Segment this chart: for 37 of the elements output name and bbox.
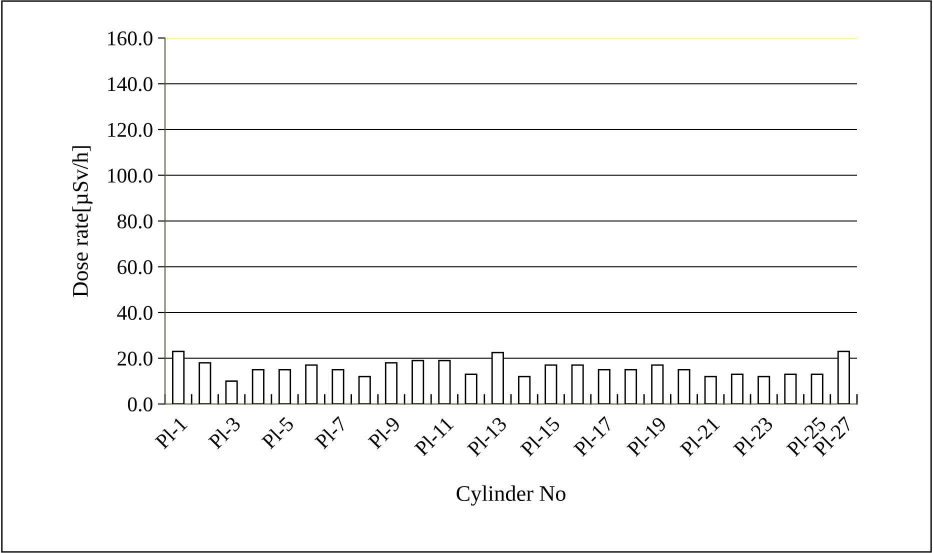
bar xyxy=(571,364,584,404)
bar xyxy=(305,364,318,404)
y-tick-label: 0.0 xyxy=(128,397,152,412)
bar xyxy=(518,376,531,404)
y-tick-label: 20.0 xyxy=(118,352,152,366)
bar xyxy=(384,362,398,404)
y-tick-label: 40.0 xyxy=(117,306,152,320)
bar xyxy=(225,380,238,404)
x-tick-label: Pl-3 xyxy=(207,416,242,450)
x-tick-label: Pl-9 xyxy=(367,416,401,450)
y-tick-label: 160.0 xyxy=(108,31,152,46)
y-axis-title: Dose rate[µSv/h] xyxy=(72,146,92,297)
bar xyxy=(598,368,610,404)
bar xyxy=(758,376,770,404)
y-tick-label: 140.0 xyxy=(108,77,152,92)
bar xyxy=(278,368,292,404)
x-tick-label: Pl-1 xyxy=(154,416,188,450)
y-tick-label: 60.0 xyxy=(118,260,152,274)
bar xyxy=(678,368,690,404)
bar xyxy=(784,374,797,404)
bar xyxy=(810,374,824,404)
x-tick-label: Pl-5 xyxy=(260,416,295,450)
bar xyxy=(624,368,638,404)
bar xyxy=(198,362,212,404)
bar xyxy=(252,368,264,404)
bar xyxy=(464,374,478,404)
bar xyxy=(332,368,344,404)
bar xyxy=(651,364,664,404)
bar xyxy=(544,364,558,404)
y-tick-label: 120.0 xyxy=(108,122,152,138)
y-tick-label: 100.0 xyxy=(108,168,152,183)
x-axis-title: Cylinder No xyxy=(456,485,566,506)
bar xyxy=(358,376,371,404)
x-tick-label: Pl-7 xyxy=(314,416,348,450)
bar xyxy=(730,374,744,404)
bar xyxy=(704,376,717,404)
y-tick-label: 80.0 xyxy=(118,214,152,229)
